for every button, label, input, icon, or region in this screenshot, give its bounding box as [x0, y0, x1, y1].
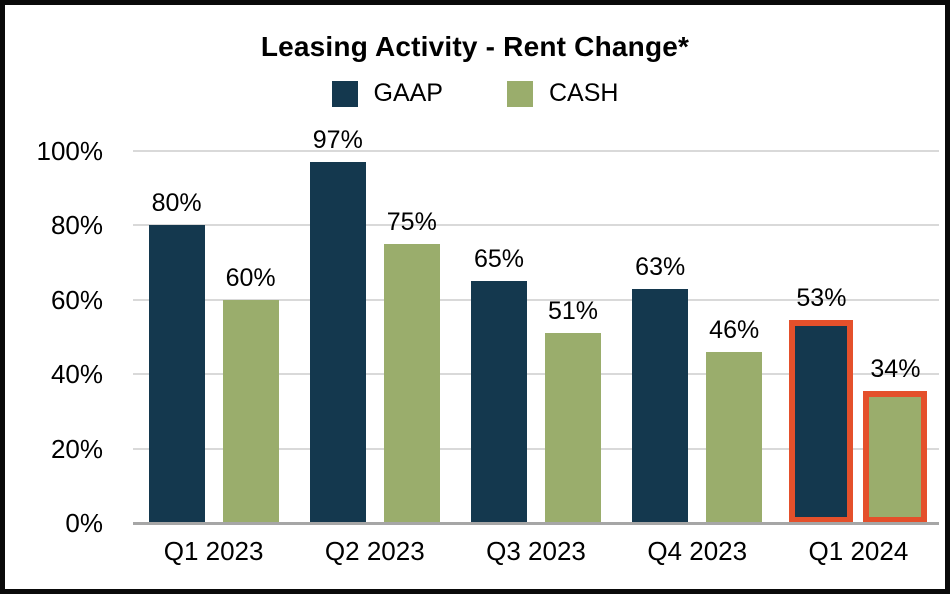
bar-group-q1-2023: 80% 60% [133, 189, 294, 523]
bar-slot: 97% [309, 126, 366, 523]
bar-value-label: 75% [386, 208, 437, 236]
bar-value-label: 97% [312, 126, 363, 155]
bar-gaap-q1-2024 [789, 319, 854, 523]
x-axis-line [133, 522, 939, 525]
bar-gaap-q2-2023 [309, 162, 366, 523]
legend-label-cash: CASH [549, 79, 619, 107]
bar-gaap-q1-2023 [148, 225, 205, 523]
legend-swatch-cash [507, 80, 533, 107]
y-axis-tick-label: 0% [65, 508, 103, 538]
legend: GAAP CASH [5, 79, 945, 108]
x-axis-labels: Q1 2023 Q2 2023 Q3 2023 Q4 2023 Q1 2024 [133, 536, 939, 567]
bar-gaap-q4-2023 [632, 288, 689, 523]
gridline-60 [133, 298, 939, 301]
x-axis-label-q2-2023: Q2 2023 [324, 536, 425, 566]
bar-slot: 46% [706, 316, 763, 523]
bar-slot: 63% [632, 253, 689, 523]
bar-slot: 65% [471, 245, 527, 523]
plot-area: 80% 60% 97% 75% 65% 51% 63% 46% 53% 34% [133, 126, 939, 525]
gridline-100 [133, 150, 939, 152]
bar-cash-q4-2023 [706, 351, 763, 523]
y-axis-tick-label: 20% [50, 433, 103, 464]
y-axis-tick-label: 80% [50, 210, 103, 241]
bar-value-label: 53% [796, 283, 847, 312]
gridline-20 [133, 447, 939, 450]
bar-value-label: 63% [635, 252, 686, 281]
bar-cash-q1-2023 [222, 299, 279, 523]
gridline-40 [133, 373, 939, 376]
bar-slot: 34% [863, 355, 928, 523]
y-axis-tick-label: 40% [50, 359, 103, 390]
x-axis-label-q1-2023: Q1 2023 [163, 536, 264, 566]
chart-title: Leasing Activity - Rent Change* [260, 31, 690, 62]
y-axis-tick-label: 100% [36, 136, 104, 166]
bar-value-label: 34% [870, 354, 921, 383]
bar-value-label: 80% [151, 189, 202, 218]
y-axis-tick-label: 60% [50, 284, 103, 315]
x-axis-label-q3-2023: Q3 2023 [486, 536, 586, 566]
bar-value-label: 46% [709, 315, 760, 344]
bar-value-label: 51% [547, 297, 599, 326]
bar-gaap-q3-2023 [471, 281, 527, 523]
legend-swatch-gaap [331, 80, 358, 107]
bar-slot: 51% [545, 297, 601, 523]
legend-item-cash: CASH [507, 79, 618, 108]
bar-cash-q1-2024 [863, 390, 928, 523]
bar-value-label: 60% [225, 263, 276, 292]
bar-group-q2-2023: 97% 75% [294, 126, 455, 523]
y-axis: 0% 20% 40% 60% 80% 100% [27, 136, 104, 538]
x-axis-label-q4-2023: Q4 2023 [647, 536, 748, 566]
legend-label-gaap: GAAP [373, 79, 443, 107]
bar-slot: 60% [222, 264, 279, 523]
plot-groups: 80% 60% 97% 75% 65% 51% 63% 46% 53% 34% [133, 126, 939, 523]
bar-slot: 80% [148, 189, 205, 523]
gridline-80 [133, 224, 939, 227]
bar-value-label: 65% [473, 245, 525, 274]
bar-group-q1-2024: 53% 34% [778, 284, 939, 523]
bar-group-q3-2023: 65% 51% [455, 245, 616, 523]
bar-slot: 53% [789, 284, 854, 523]
bar-cash-q2-2023 [383, 244, 440, 523]
x-axis-label-q1-2024: Q1 2024 [808, 536, 909, 566]
bar-slot: 75% [383, 208, 440, 523]
bar-cash-q3-2023 [545, 333, 601, 523]
legend-item-gaap: GAAP [331, 79, 443, 108]
bar-group-q4-2023: 63% 46% [617, 253, 778, 523]
